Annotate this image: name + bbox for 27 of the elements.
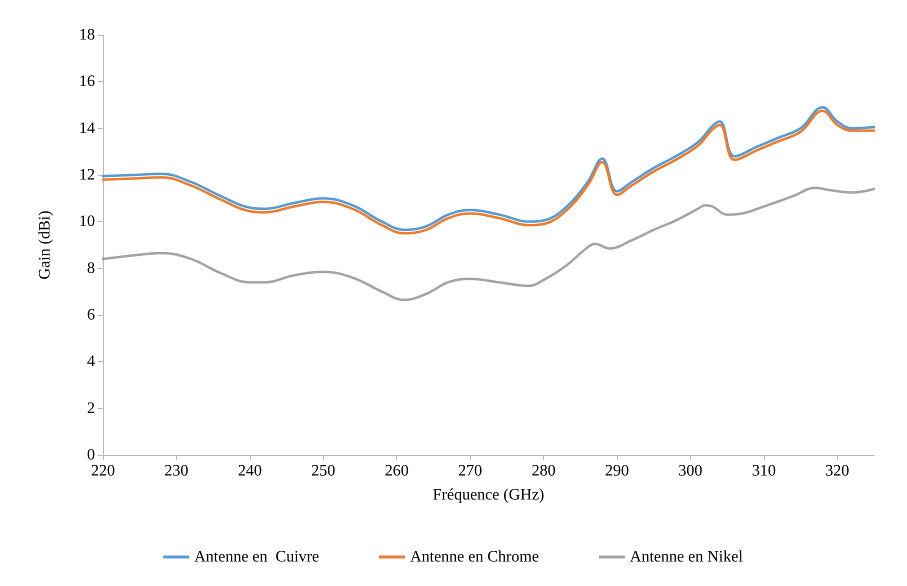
legend-label: Antenne en Chrome	[410, 548, 539, 566]
y-axis-title: Gain (dBi)	[36, 210, 54, 280]
x-tick-label: 310	[752, 462, 776, 480]
x-tick-label: 270	[458, 462, 482, 480]
y-tick-label: 12	[79, 166, 95, 184]
y-tick-label: 14	[79, 120, 95, 137]
y-tick-label: 10	[79, 213, 95, 230]
x-tick-label: 280	[532, 462, 556, 480]
y-tick-label: 0	[87, 446, 95, 464]
x-tick-label: 290	[605, 462, 629, 480]
x-tick-label: 230	[164, 462, 188, 480]
y-tick-label: 4	[87, 353, 95, 370]
legend-label: Antenne en Cuivre	[194, 548, 320, 566]
x-tick-label: 320	[825, 462, 850, 480]
y-tick-label: 2	[87, 400, 95, 417]
line-series	[102, 186, 876, 302]
x-tick-label: 250	[311, 462, 336, 480]
legend-label: Antenne en Nikel	[630, 548, 744, 566]
x-tick-label: 300	[678, 462, 702, 480]
y-tick-label: 8	[87, 260, 95, 277]
y-tick-label: 6	[87, 306, 95, 324]
x-tick-label: 240	[238, 462, 262, 480]
x-tick-label: 220	[91, 462, 115, 480]
y-tick-label: 16	[79, 73, 95, 90]
y-tick-label: 18	[79, 26, 95, 44]
x-tick-label: 260	[384, 462, 409, 480]
x-axis-title: Fréquence (GHz)	[432, 486, 544, 504]
